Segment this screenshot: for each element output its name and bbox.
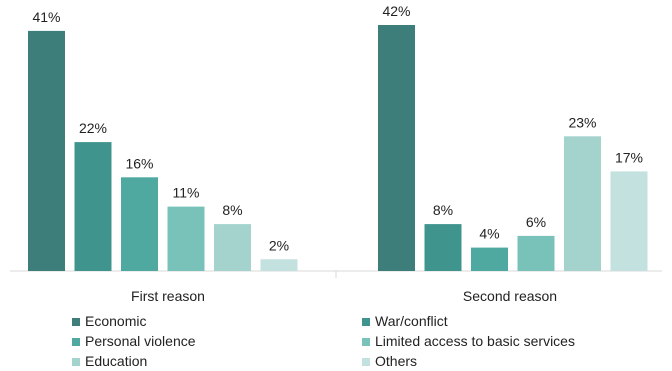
bar xyxy=(471,247,508,271)
bar xyxy=(610,171,648,271)
legend-label: Education xyxy=(85,353,148,369)
legend-item: War/conflict xyxy=(362,312,662,331)
legend: Economic War/conflict Personal violence Lim… xyxy=(72,312,662,371)
data-label: 6% xyxy=(526,214,546,230)
data-label: 11% xyxy=(173,185,200,201)
bar xyxy=(517,235,555,271)
legend-swatch xyxy=(72,317,80,326)
legend-swatch xyxy=(362,337,370,346)
data-label: 41% xyxy=(32,9,60,25)
legend-swatch xyxy=(72,337,80,346)
category-labels-group: First reason Second reason xyxy=(131,288,557,304)
data-label: 4% xyxy=(479,226,499,242)
data-label: 8% xyxy=(222,202,242,218)
legend-item: Personal violence xyxy=(72,332,362,351)
bar xyxy=(121,177,158,271)
category-label: Second reason xyxy=(463,288,557,304)
legend-label: War/conflict xyxy=(375,313,448,329)
bar xyxy=(424,224,462,271)
category-label: First reason xyxy=(131,288,205,304)
data-label: 23% xyxy=(568,114,596,130)
legend-label: Personal violence xyxy=(85,333,196,349)
data-label: 8% xyxy=(433,202,453,218)
data-label: 17% xyxy=(615,149,643,165)
data-label: 16% xyxy=(125,155,153,171)
data-label: 42% xyxy=(382,3,410,19)
bar xyxy=(214,224,251,271)
bar xyxy=(260,259,298,271)
data-label: 22% xyxy=(79,120,107,136)
data-label: 2% xyxy=(269,237,289,253)
bar xyxy=(74,142,112,271)
legend-item: Education xyxy=(72,352,362,371)
data-labels-group: 41% 22% 16% 11% 8% 2% 42% 8% 4% 6% 23% 17% xyxy=(32,3,643,253)
legend-swatch xyxy=(362,357,370,366)
bar xyxy=(378,25,415,271)
legend-item: Others xyxy=(362,352,662,371)
legend-swatch xyxy=(362,317,370,326)
bar xyxy=(28,30,65,272)
bars-group xyxy=(28,25,648,272)
legend-label: Limited access to basic services xyxy=(375,333,575,349)
legend-swatch xyxy=(72,357,80,366)
bar xyxy=(564,136,601,271)
bar xyxy=(167,206,205,271)
legend-label: Others xyxy=(375,353,418,369)
legend-label: Economic xyxy=(85,313,147,329)
legend-item: Economic xyxy=(72,312,362,331)
legend-item: Limited access to basic services xyxy=(362,332,662,351)
